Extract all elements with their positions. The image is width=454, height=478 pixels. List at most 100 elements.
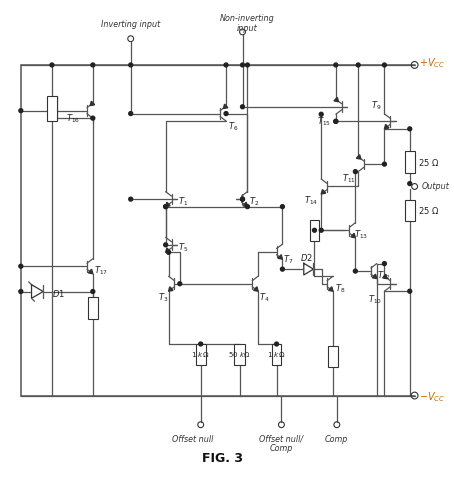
Circle shape (382, 63, 386, 67)
Polygon shape (385, 124, 389, 129)
Circle shape (246, 63, 249, 67)
Text: Comp: Comp (270, 444, 293, 453)
Circle shape (19, 109, 23, 113)
Polygon shape (329, 287, 333, 291)
Bar (234, 344, 246, 365)
Circle shape (129, 197, 133, 201)
Circle shape (164, 243, 168, 247)
Circle shape (224, 112, 228, 116)
Text: Offset null/: Offset null/ (259, 435, 303, 444)
Bar (310, 219, 319, 241)
Circle shape (129, 112, 133, 116)
Text: $T_4$: $T_4$ (259, 291, 269, 304)
Polygon shape (166, 248, 170, 252)
Text: $-V_{CC}$: $-V_{CC}$ (419, 391, 446, 404)
Circle shape (319, 228, 323, 232)
Circle shape (19, 264, 23, 268)
Polygon shape (356, 155, 361, 159)
Text: Output: Output (421, 182, 449, 191)
Text: $T_{15}$: $T_{15}$ (317, 115, 331, 128)
Text: $T_2$: $T_2$ (249, 196, 259, 208)
Text: $T_{13}$: $T_{13}$ (354, 229, 368, 241)
Polygon shape (372, 274, 377, 279)
Text: $T_6$: $T_6$ (227, 121, 238, 133)
Polygon shape (321, 190, 326, 194)
Circle shape (408, 289, 412, 293)
Circle shape (129, 63, 133, 67)
Polygon shape (254, 287, 258, 291)
Circle shape (334, 63, 338, 67)
Circle shape (241, 105, 244, 109)
Circle shape (408, 182, 412, 185)
Circle shape (246, 205, 249, 208)
Bar (405, 152, 415, 173)
Text: $T_8$: $T_8$ (335, 282, 345, 295)
Text: $T_5$: $T_5$ (178, 241, 188, 254)
Circle shape (408, 127, 412, 131)
Circle shape (91, 290, 95, 293)
Polygon shape (166, 202, 170, 206)
Circle shape (178, 282, 182, 286)
Circle shape (50, 63, 54, 67)
Text: $T_1$: $T_1$ (178, 196, 188, 208)
Polygon shape (383, 274, 387, 279)
Circle shape (91, 116, 95, 120)
Circle shape (334, 120, 338, 123)
Text: input: input (237, 23, 258, 33)
Text: $T_{14}$: $T_{14}$ (305, 195, 319, 207)
Polygon shape (304, 263, 314, 275)
Bar (328, 346, 338, 368)
Polygon shape (351, 233, 355, 238)
Bar (88, 297, 98, 319)
Text: Inverting input: Inverting input (101, 20, 160, 29)
Polygon shape (89, 269, 93, 274)
Circle shape (91, 63, 95, 67)
Text: $D2$: $D2$ (300, 252, 313, 263)
Circle shape (241, 197, 244, 201)
Text: $25\ \Omega$: $25\ \Omega$ (418, 157, 439, 168)
Text: $T_{10}$: $T_{10}$ (368, 293, 382, 305)
Circle shape (353, 269, 357, 273)
Circle shape (241, 197, 244, 201)
Text: $T_{17}$: $T_{17}$ (94, 265, 109, 277)
Text: $T_{11}$: $T_{11}$ (341, 173, 355, 185)
Text: $T_3$: $T_3$ (158, 291, 168, 304)
Circle shape (353, 170, 357, 174)
Circle shape (275, 342, 278, 346)
Circle shape (356, 63, 360, 67)
Circle shape (334, 120, 338, 123)
Text: Comp: Comp (325, 435, 349, 444)
Text: $1\ k\Omega$: $1\ k\Omega$ (192, 350, 210, 359)
Circle shape (319, 112, 323, 116)
Text: $1\ k\Omega$: $1\ k\Omega$ (267, 350, 286, 359)
Text: $50\ k\Omega$: $50\ k\Omega$ (228, 350, 251, 359)
Text: $T_{12}$: $T_{12}$ (376, 270, 390, 282)
Text: $T_7$: $T_7$ (283, 253, 293, 266)
Text: $T_{16}$: $T_{16}$ (66, 112, 80, 125)
Polygon shape (90, 101, 95, 106)
Text: Non-inverting: Non-inverting (220, 14, 275, 23)
Polygon shape (334, 98, 339, 102)
Circle shape (164, 205, 168, 208)
Text: $D1$: $D1$ (52, 288, 65, 299)
Circle shape (382, 261, 386, 266)
Polygon shape (31, 285, 43, 298)
Circle shape (241, 63, 244, 67)
Polygon shape (168, 287, 173, 291)
Circle shape (281, 267, 284, 271)
Bar (271, 344, 281, 365)
Polygon shape (278, 255, 282, 259)
Circle shape (164, 205, 168, 208)
Text: $T_9$: $T_9$ (370, 99, 381, 112)
Circle shape (19, 290, 23, 293)
Circle shape (167, 250, 171, 254)
Circle shape (281, 205, 284, 208)
Text: $+V_{CC}$: $+V_{CC}$ (419, 56, 446, 70)
Polygon shape (223, 104, 228, 109)
Text: Offset null: Offset null (172, 435, 214, 444)
Circle shape (382, 162, 386, 166)
Bar (196, 344, 206, 365)
Bar (47, 96, 57, 121)
Text: $25\ \Omega$: $25\ \Omega$ (418, 206, 439, 217)
Circle shape (224, 63, 228, 67)
